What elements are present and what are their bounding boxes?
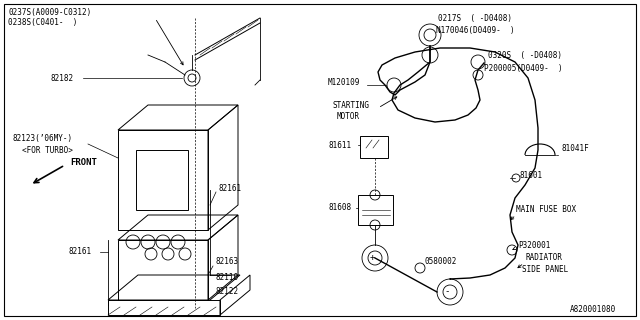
Text: 81041F: 81041F <box>562 143 589 153</box>
Text: 81611: 81611 <box>328 140 351 149</box>
Bar <box>360 136 388 158</box>
Text: 0237S(A0009-C0312): 0237S(A0009-C0312) <box>8 7 92 17</box>
Text: 82163: 82163 <box>215 258 238 267</box>
Text: RADIATOR: RADIATOR <box>526 252 563 261</box>
Text: 82110: 82110 <box>215 274 238 283</box>
Text: 0238S(C0401-  ): 0238S(C0401- ) <box>8 18 77 27</box>
Text: 82122: 82122 <box>215 287 238 297</box>
Text: N170046(D0409-  ): N170046(D0409- ) <box>436 26 515 35</box>
Text: STARTING: STARTING <box>332 100 369 109</box>
Text: 81601: 81601 <box>520 171 543 180</box>
Text: FRONT: FRONT <box>70 157 97 166</box>
Bar <box>108 300 220 315</box>
Bar <box>118 240 208 300</box>
Text: MOTOR: MOTOR <box>337 111 360 121</box>
Text: 81608: 81608 <box>328 204 351 212</box>
Text: M120109: M120109 <box>328 77 360 86</box>
Bar <box>118 130 208 230</box>
Text: 0217S  ( -D0408): 0217S ( -D0408) <box>438 13 512 22</box>
Text: 0580002: 0580002 <box>424 258 456 267</box>
Text: -: - <box>444 287 450 297</box>
Text: MAIN FUSE BOX: MAIN FUSE BOX <box>516 205 576 214</box>
Bar <box>136 150 188 210</box>
Text: 82182: 82182 <box>50 74 73 83</box>
Text: 82161: 82161 <box>218 183 241 193</box>
Text: 82123(’06MY-): 82123(’06MY-) <box>12 133 72 142</box>
Text: P200005(D0409-  ): P200005(D0409- ) <box>484 63 563 73</box>
Text: SIDE PANEL: SIDE PANEL <box>522 265 568 274</box>
Text: 0320S  ( -D0408): 0320S ( -D0408) <box>488 51 562 60</box>
Text: 82161: 82161 <box>68 247 91 257</box>
Text: +: + <box>369 253 374 262</box>
Text: A820001080: A820001080 <box>570 306 616 315</box>
Text: P320001: P320001 <box>518 241 550 250</box>
Bar <box>358 195 393 225</box>
Text: <FOR TURBO>: <FOR TURBO> <box>22 146 73 155</box>
